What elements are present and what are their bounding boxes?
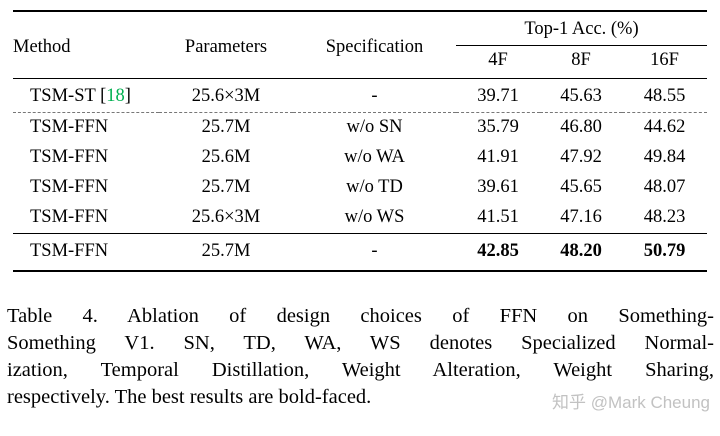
acc-8f-cell: 47.92	[560, 147, 602, 167]
caption-line: respectively. The best results are bold-…	[7, 386, 372, 408]
column-header-4f: 4F	[488, 50, 508, 70]
parameters-cell: 25.6×3M	[191, 86, 261, 106]
caption-line: ization, Temporal Distillation, Weight A…	[7, 359, 714, 381]
parameters-cell: 25.7M	[201, 177, 251, 197]
method-cell: TSM-FFN	[30, 117, 109, 137]
acc-8f-cell-best: 48.20	[560, 240, 602, 261]
column-header-specification: Specification	[325, 37, 424, 57]
acc-16f-cell: 48.23	[643, 207, 686, 227]
acc-4f-cell: 35.79	[477, 117, 519, 137]
acc-4f-cell-best: 42.85	[477, 240, 519, 261]
specification-cell: w/o SN	[346, 117, 403, 137]
citation-bracket-open: [	[100, 86, 107, 106]
ablation-table: Method Parameters Specification Top-1 Ac…	[13, 10, 707, 272]
column-header-16f: 16F	[650, 50, 679, 70]
parameters-cell: 25.7M	[201, 117, 251, 137]
acc-4f-cell: 39.61	[477, 177, 519, 197]
column-header-top1-acc: Top-1 Acc. (%)	[456, 11, 707, 46]
parameters-cell: 25.7M	[201, 240, 251, 261]
acc-4f-cell: 41.51	[477, 207, 519, 227]
citation-link[interactable]: 18	[106, 86, 125, 106]
method-cell: TSM-FFN	[30, 240, 109, 261]
table-header: Method Parameters Specification Top-1 Ac…	[13, 11, 707, 79]
header-row-1: Method Parameters Specification Top-1 Ac…	[13, 11, 707, 57]
table-row-wo-sn: TSM-FFN 25.7M w/o SN 35.79 46.80 44.62	[13, 112, 707, 143]
specification-cell: -	[371, 86, 378, 106]
method-label: TSM-ST	[30, 86, 96, 106]
specification-cell: -	[371, 240, 378, 261]
table-body: TSM-ST [18] 25.6×3M - 39.71 45.63 48.55 …	[13, 79, 707, 271]
acc-16f-cell: 49.84	[643, 147, 686, 167]
table-row-tsm-ffn-full: TSM-FFN 25.7M - 42.85 48.20 50.79	[13, 233, 707, 271]
column-header-method: Method	[13, 37, 71, 57]
acc-4f-cell: 39.71	[477, 86, 519, 106]
acc-16f-cell: 48.55	[643, 86, 686, 106]
specification-cell: w/o WS	[344, 207, 405, 227]
citation-bracket-close: ]	[124, 86, 131, 106]
table-row-wo-td: TSM-FFN 25.7M w/o TD 39.61 45.65 48.07	[13, 173, 707, 203]
acc-4f-cell: 41.91	[477, 147, 519, 167]
caption-line: Table 4. Ablation of design choices of F…	[7, 305, 714, 327]
table-caption: Table 4. Ablation of design choices of F…	[7, 303, 714, 411]
acc-16f-cell: 48.07	[643, 177, 686, 197]
method-cell: TSM-FFN	[30, 177, 109, 197]
column-header-parameters: Parameters	[184, 37, 268, 57]
method-cell: TSM-FFN	[30, 207, 109, 227]
acc-8f-cell: 45.65	[560, 177, 602, 197]
table-row-tsm-st: TSM-ST [18] 25.6×3M - 39.71 45.63 48.55	[13, 79, 707, 113]
caption-line: Something V1. SN, TD, WA, WS denotes Spe…	[7, 332, 714, 354]
method-cell: TSM-FFN	[30, 147, 109, 167]
parameters-cell: 25.6×3M	[191, 207, 261, 227]
acc-16f-cell: 44.62	[643, 117, 686, 137]
acc-8f-cell: 45.63	[560, 86, 602, 106]
column-header-8f: 8F	[571, 50, 591, 70]
table-row-wo-ws: TSM-FFN 25.6×3M w/o WS 41.51 47.16 48.23	[13, 203, 707, 234]
ablation-table-container: Method Parameters Specification Top-1 Ac…	[13, 10, 707, 272]
specification-cell: w/o WA	[344, 147, 405, 167]
table-row-wo-wa: TSM-FFN 25.6M w/o WA 41.91 47.92 49.84	[13, 143, 707, 173]
parameters-cell: 25.6M	[201, 147, 251, 167]
acc-16f-cell-best: 50.79	[643, 240, 686, 261]
header-row-2: 4F 8F 16F	[13, 46, 707, 79]
acc-8f-cell: 46.80	[560, 117, 602, 137]
specification-cell: w/o TD	[346, 177, 403, 197]
acc-8f-cell: 47.16	[560, 207, 602, 227]
method-cell: TSM-ST [18]	[13, 79, 159, 113]
